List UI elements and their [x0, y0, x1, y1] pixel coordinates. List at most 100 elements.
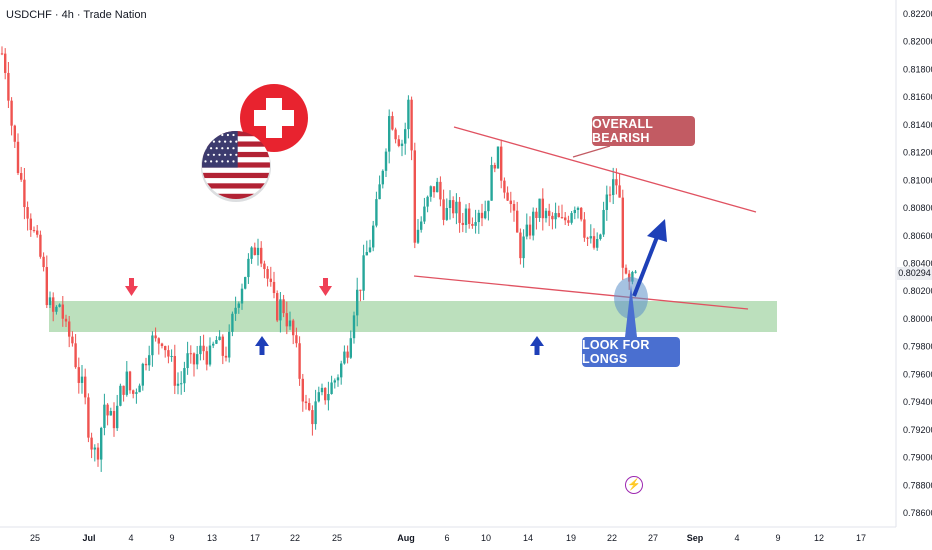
candle-body	[397, 139, 400, 146]
candle-body	[330, 382, 333, 394]
candle-body	[442, 199, 445, 220]
candle-body	[52, 297, 55, 312]
flag-star	[210, 147, 213, 150]
candle-body	[285, 313, 288, 327]
candle-body	[39, 234, 42, 257]
time-tick-label: 25	[30, 533, 40, 543]
candle-body	[564, 217, 567, 221]
time-tick-label: 17	[856, 533, 866, 543]
candle-body	[404, 129, 407, 144]
flag-star	[226, 160, 229, 163]
candle-body	[557, 213, 560, 218]
candle-body	[346, 351, 349, 358]
red-down-arrow-icon	[125, 278, 138, 296]
candle-body	[0, 53, 4, 55]
candle-body	[151, 335, 154, 356]
candle-body	[621, 197, 624, 268]
candle-body	[298, 343, 301, 379]
candle-body	[477, 212, 480, 223]
candle-body	[141, 363, 144, 386]
candle-body	[42, 256, 45, 268]
time-tick-label: 12	[814, 533, 824, 543]
switzerland-flag-icon	[240, 84, 308, 152]
candle-body	[218, 336, 221, 341]
candle-body	[509, 200, 512, 205]
candle-body	[423, 206, 426, 222]
candle-body	[554, 213, 557, 220]
candle-body	[247, 258, 250, 278]
candle-body	[154, 335, 157, 339]
candle-body	[528, 224, 532, 236]
candle-body	[426, 196, 429, 207]
candle-body	[84, 376, 87, 398]
candle-body	[500, 146, 503, 181]
candle-body	[525, 224, 528, 237]
candle-body	[304, 401, 308, 404]
candle-body	[631, 272, 634, 282]
candle-body	[282, 299, 285, 314]
candle-body	[464, 208, 468, 225]
candle-body	[266, 269, 269, 279]
time-tick-label: 9	[775, 533, 780, 543]
flag-star	[232, 160, 235, 163]
candle-body	[244, 277, 247, 289]
flag-star	[226, 133, 229, 137]
flag-star	[215, 147, 218, 150]
candle-body	[276, 293, 279, 321]
candle-body	[32, 230, 36, 232]
support-zone	[49, 301, 777, 332]
flag-star	[221, 133, 224, 137]
flag-star	[218, 153, 221, 156]
candle-body	[372, 225, 375, 248]
candle-body	[560, 217, 564, 219]
flag-star	[212, 140, 215, 143]
candlesticks	[0, 46, 637, 472]
candle-body	[186, 353, 189, 369]
candle-body	[122, 385, 125, 395]
candle-body	[55, 306, 58, 312]
candle-body	[212, 343, 215, 346]
candle-body	[256, 247, 260, 256]
candle-body	[311, 410, 314, 425]
candle-body	[26, 207, 29, 219]
candle-body	[192, 353, 196, 365]
candle-body	[68, 321, 71, 337]
candle-body	[125, 371, 128, 395]
chart-title: USDCHF · 4h · Trade Nation	[6, 9, 147, 21]
candle-body	[381, 170, 384, 185]
candle-body	[29, 218, 32, 231]
candle-body	[580, 207, 583, 220]
candle-body	[349, 338, 352, 358]
candle-body	[522, 236, 525, 259]
candle-body	[535, 211, 538, 218]
candle-body	[135, 392, 138, 394]
candle-body	[224, 355, 228, 358]
blue-up-arrow-icon	[255, 336, 269, 355]
candle-body	[439, 181, 442, 200]
candle-body	[413, 150, 416, 243]
candle-body	[308, 403, 311, 411]
candle-body	[138, 385, 141, 393]
candle-body	[336, 377, 340, 381]
lightning-icon[interactable]: ⚡	[625, 476, 643, 494]
candle-body	[573, 209, 576, 214]
candle-body	[596, 239, 599, 248]
candle-body	[634, 271, 637, 273]
time-tick-label: 13	[207, 533, 217, 543]
candle-body	[116, 405, 119, 429]
flag-star	[218, 140, 221, 143]
flag-star	[221, 160, 224, 163]
time-tick-label: 4	[734, 533, 739, 543]
candle-body	[356, 289, 359, 316]
candle-body	[343, 351, 346, 364]
candle-body	[77, 367, 80, 383]
flag-stripe	[202, 167, 270, 174]
